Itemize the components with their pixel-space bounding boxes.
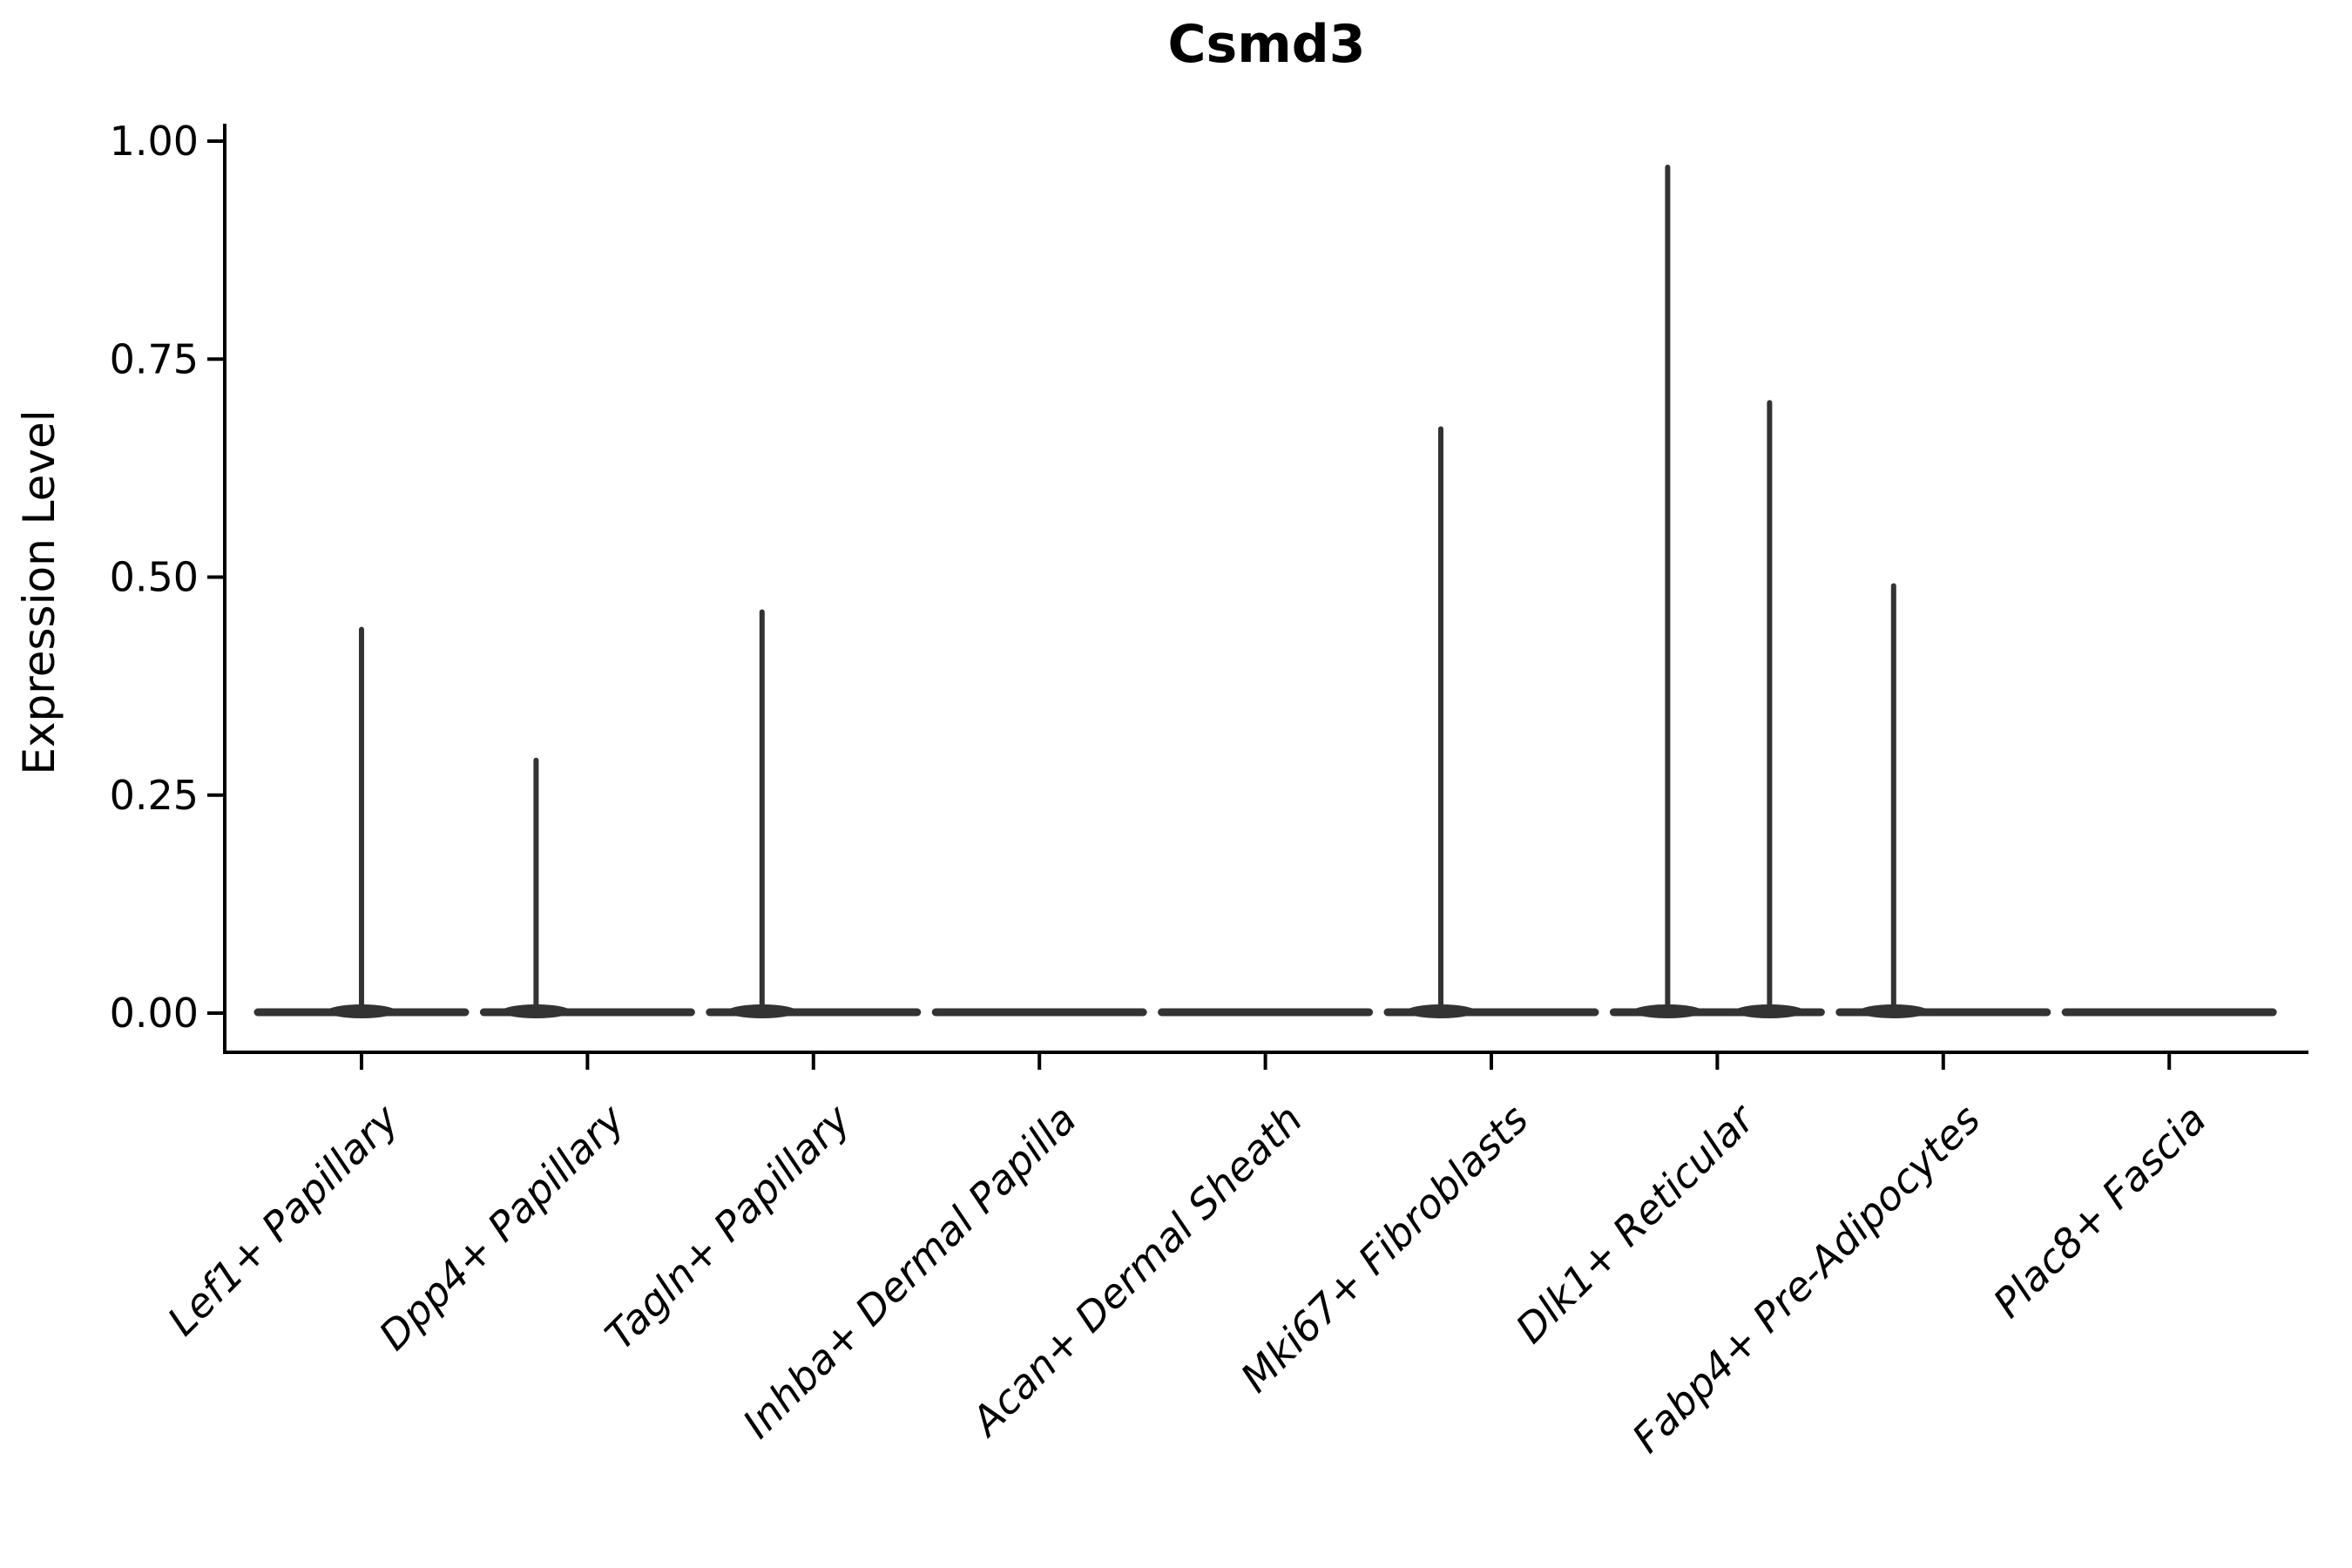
x-category-label: Lef1+ Papillary xyxy=(159,1095,408,1344)
violin xyxy=(253,626,470,1018)
violin xyxy=(706,609,922,1018)
y-tick-label: 0.00 xyxy=(110,990,199,1037)
x-category-label: Dlk1+ Reticular xyxy=(1507,1093,1766,1352)
plot-title: Csmd3 xyxy=(1167,14,1366,75)
violin xyxy=(1383,426,1599,1018)
y-tick-label: 1.00 xyxy=(110,118,199,165)
violins-layer xyxy=(253,165,2277,1018)
x-category-label: Plac8+ Fascia xyxy=(1984,1096,2215,1327)
y-tick-label: 0.25 xyxy=(110,772,199,819)
x-category-label: Tagln+ Papillary xyxy=(596,1095,860,1359)
violin xyxy=(1835,583,2051,1018)
x-ticks-layer xyxy=(360,1054,2172,1070)
violin xyxy=(479,757,695,1018)
y-tick-label: 0.50 xyxy=(110,554,199,601)
x-category-label: Dpp4+ Papillary xyxy=(370,1095,634,1359)
axes-layer xyxy=(223,124,2308,1054)
y-ticks-layer: 1.00 0.75 0.50 0.25 0.00 xyxy=(110,118,223,1037)
y-tick-label: 0.75 xyxy=(110,335,199,382)
violin xyxy=(1609,165,1825,1018)
y-axis-label: Expression Level xyxy=(14,409,64,774)
